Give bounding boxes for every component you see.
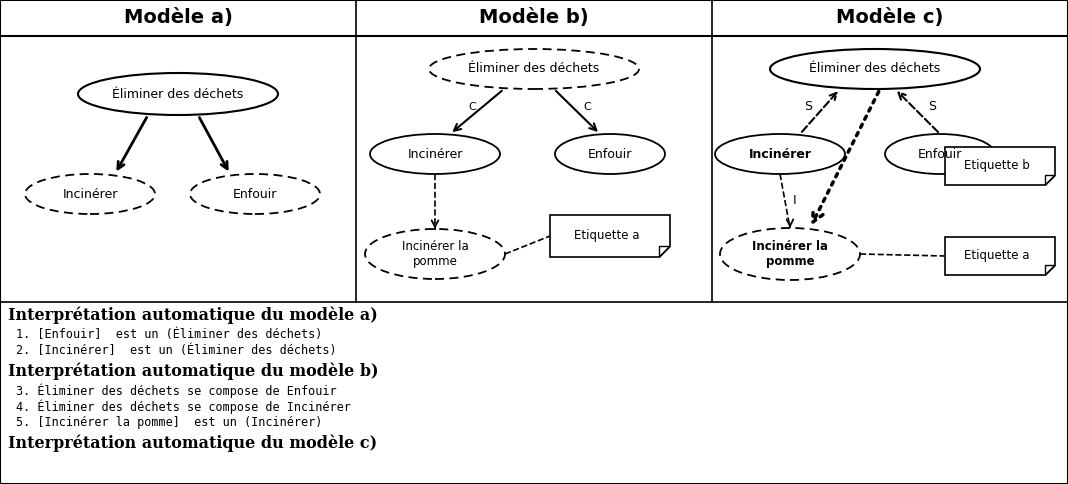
Text: 4. Éliminer des déchets se compose de Incinérer: 4. Éliminer des déchets se compose de In… <box>16 400 351 414</box>
Text: I: I <box>794 195 797 208</box>
Polygon shape <box>945 237 1055 275</box>
Text: Enfouir: Enfouir <box>587 148 632 161</box>
Text: Etiquette a: Etiquette a <box>575 229 640 242</box>
Text: 1. [Enfouir]  est un (Éliminer des déchets): 1. [Enfouir] est un (Éliminer des déchet… <box>16 328 323 341</box>
Text: Etiquette a: Etiquette a <box>964 249 1030 262</box>
Text: S: S <box>804 101 812 114</box>
Text: Modèle c): Modèle c) <box>836 9 944 28</box>
Polygon shape <box>945 147 1055 185</box>
Text: C: C <box>468 102 476 112</box>
Text: Interprétation automatique du modèle a): Interprétation automatique du modèle a) <box>7 306 378 323</box>
Text: Etiquette b: Etiquette b <box>964 160 1030 172</box>
Text: C: C <box>583 102 591 112</box>
Text: Incinérer la
pomme: Incinérer la pomme <box>752 240 828 268</box>
Text: Enfouir: Enfouir <box>917 148 962 161</box>
Polygon shape <box>550 215 670 257</box>
Text: Éliminer des déchets: Éliminer des déchets <box>469 62 599 76</box>
Text: 3. Éliminer des déchets se compose de Enfouir: 3. Éliminer des déchets se compose de En… <box>16 384 336 398</box>
Text: Incinérer: Incinérer <box>749 148 812 161</box>
Text: Modèle b): Modèle b) <box>480 9 588 28</box>
Text: Incinérer: Incinérer <box>407 148 462 161</box>
Text: Interprétation automatique du modèle b): Interprétation automatique du modèle b) <box>7 362 378 379</box>
Text: Éliminer des déchets: Éliminer des déchets <box>112 88 244 101</box>
Text: S: S <box>928 101 936 114</box>
Text: 5. [Incinérer la pomme]  est un (Incinérer): 5. [Incinérer la pomme] est un (Incinére… <box>16 416 323 429</box>
Text: Modèle a): Modèle a) <box>124 9 233 28</box>
Text: Incinérer la
pomme: Incinérer la pomme <box>402 240 469 268</box>
Text: Incinérer: Incinérer <box>62 187 117 200</box>
Text: Interprétation automatique du modèle c): Interprétation automatique du modèle c) <box>7 434 377 452</box>
Text: Éliminer des déchets: Éliminer des déchets <box>810 62 941 76</box>
Text: Enfouir: Enfouir <box>233 187 278 200</box>
Text: 2. [Incinérer]  est un (Éliminer des déchets): 2. [Incinérer] est un (Éliminer des déch… <box>16 344 336 357</box>
